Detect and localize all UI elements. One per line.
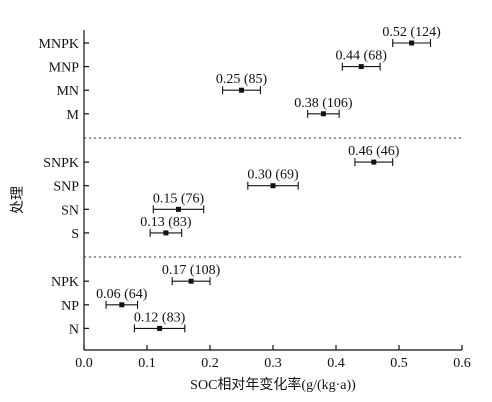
x-axis-title: SOC相对年变化率(g/(kg·a)): [190, 376, 356, 393]
y-tick-label: NPK: [51, 275, 79, 290]
y-tick-label: MN: [56, 84, 79, 99]
data-label: 0.46 (46): [348, 144, 400, 159]
data-point: [176, 206, 181, 212]
data-point: [163, 230, 169, 236]
x-tick-label: 0.1: [138, 356, 156, 371]
y-tick-label: SNPK: [43, 156, 79, 171]
y-tick-label: SNP: [53, 180, 79, 195]
data-point: [409, 40, 415, 46]
data-point: [358, 64, 364, 70]
data-label: 0.38 (106): [294, 96, 353, 111]
y-tick-label: N: [69, 322, 79, 337]
data-point: [371, 159, 377, 165]
y-tick-label: M: [67, 108, 80, 123]
data-label: 0.30 (69): [247, 168, 299, 183]
y-tick-label: SN: [61, 203, 79, 218]
data-point: [320, 111, 326, 117]
x-tick-label: 0.3: [264, 356, 282, 371]
data-label: 0.06 (64): [96, 287, 148, 302]
x-tick-label: 0.5: [390, 356, 408, 371]
y-tick-label: MNPK: [39, 37, 79, 52]
data-point: [188, 278, 194, 284]
data-label: 0.52 (124): [382, 25, 441, 40]
y-axis-title: 处理: [10, 186, 26, 214]
x-tick-label: 0.2: [201, 356, 219, 371]
data-label: 0.25 (85): [216, 72, 268, 87]
y-tick-label: NP: [61, 299, 79, 314]
data-point: [157, 325, 163, 331]
x-tick-label: 0.4: [327, 356, 345, 371]
y-tick-label: MNP: [49, 61, 80, 76]
x-tick-label: 0.6: [453, 356, 471, 371]
data-label: 0.12 (83): [134, 310, 186, 325]
data-label: 0.15 (76): [153, 191, 205, 206]
data-point: [270, 183, 276, 189]
data-point: [119, 302, 125, 308]
x-tick-label: 0.0: [75, 356, 93, 371]
data-label: 0.13 (83): [140, 215, 192, 230]
y-tick-label: S: [71, 227, 79, 242]
data-point: [239, 87, 244, 93]
data-label: 0.44 (68): [336, 49, 388, 64]
data-label: 0.17 (108): [162, 263, 221, 278]
